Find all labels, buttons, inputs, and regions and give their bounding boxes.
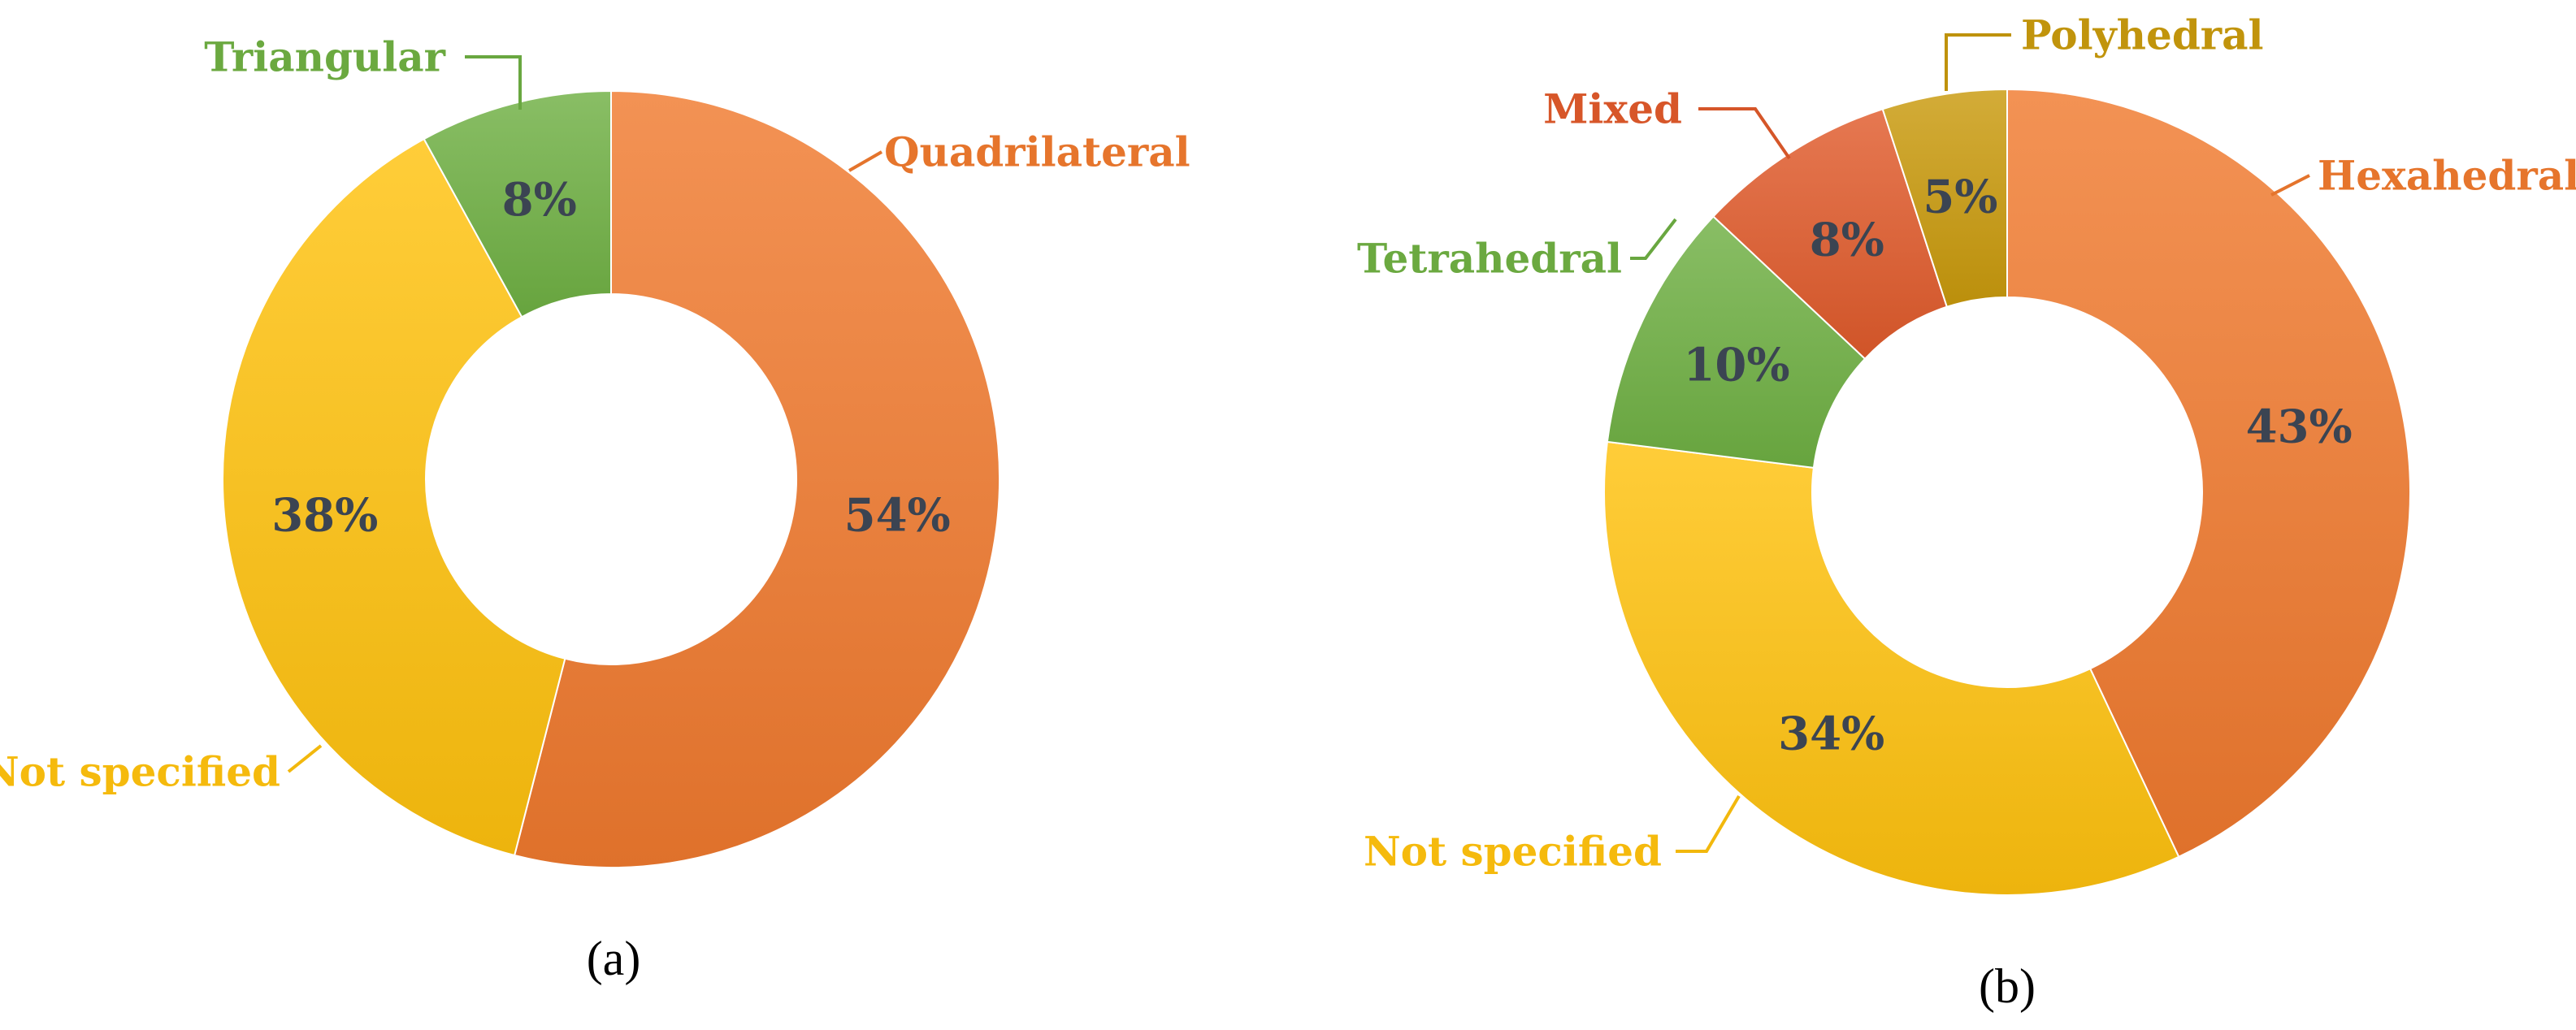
category-label-not-specified: Not specified	[0, 748, 280, 796]
leader-line-hexahedral	[2270, 174, 2310, 197]
slice-polyhedral	[1881, 88, 2008, 309]
category-label-tetrahedral: Tetrahedral	[1357, 235, 1622, 283]
leader-line-mixed	[1698, 107, 1791, 160]
category-label-mixed: Mixed	[1543, 85, 1682, 133]
value-label-triangular: 8%	[502, 173, 577, 227]
category-label-polyhedral: Polyhedral	[2021, 11, 2264, 59]
slice-quadrilateral	[513, 89, 1000, 868]
slice-triangular	[423, 89, 612, 318]
donut-chart-b: 43% Hexahedral 34% Not specified 10% Tetrahed…	[1357, 11, 2576, 896]
category-label-quadrilateral: Quadrilateral	[884, 128, 1190, 176]
leader-line-not-specified	[287, 744, 323, 773]
category-label-not-specified: Not specified	[1364, 828, 1662, 876]
value-label-mixed: 8%	[1810, 213, 1884, 266]
caption-b: (b)	[1979, 959, 2036, 1013]
donut-chart-a: 54% Quadrilateral 38% Not specified 8% Triang…	[0, 33, 1190, 868]
value-label-hexahedral: 43%	[2246, 400, 2353, 454]
leader-line-quadrilateral	[848, 150, 883, 172]
category-label-triangular: Triangular	[204, 33, 445, 81]
value-label-tetrahedral: 10%	[1683, 338, 1789, 392]
slice-hexahedral	[2006, 88, 2411, 859]
value-label-polyhedral: 5%	[1923, 171, 1997, 224]
slice-not-specified	[222, 137, 566, 857]
leader-line-tetrahedral	[1630, 218, 1677, 260]
leader-line-triangular	[465, 55, 522, 110]
slice-tetrahedral	[1606, 215, 1867, 470]
value-label-not-specified: 38%	[271, 488, 378, 542]
caption-a: (a)	[587, 932, 641, 985]
value-label-not-specified: 34%	[1778, 708, 1884, 761]
category-label-hexahedral: Hexahedral	[2318, 152, 2576, 200]
leader-line-not-specified	[1676, 794, 1741, 853]
slice-not-specified	[1603, 440, 2180, 896]
leader-line-polyhedral	[1945, 33, 2011, 91]
value-label-quadrilateral: 54%	[844, 488, 951, 542]
